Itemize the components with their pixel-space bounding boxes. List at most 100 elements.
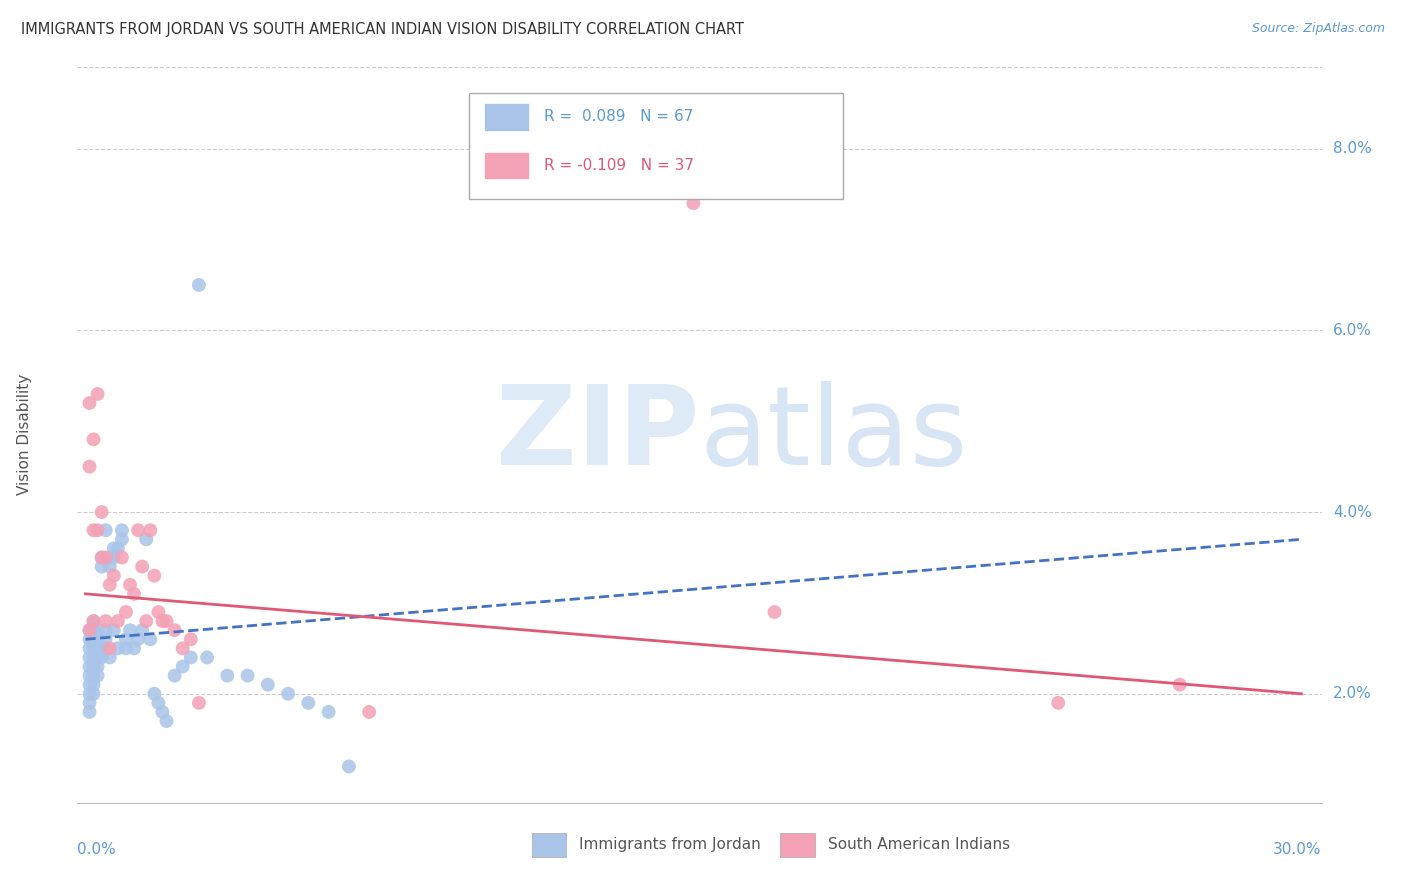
Point — [79, 678, 101, 692]
Point — [277, 687, 299, 701]
Point — [83, 623, 105, 637]
Point — [83, 668, 105, 682]
Point — [94, 623, 117, 637]
Point — [83, 614, 105, 628]
Text: Vision Disability: Vision Disability — [17, 375, 32, 495]
Text: ZIP: ZIP — [496, 382, 700, 488]
Point — [103, 550, 125, 565]
Point — [79, 641, 101, 656]
Point — [122, 641, 145, 656]
Text: 30.0%: 30.0% — [1274, 842, 1322, 856]
Point — [111, 550, 134, 565]
Point — [86, 641, 108, 656]
Point — [98, 550, 121, 565]
Point — [103, 568, 125, 582]
Point — [256, 678, 278, 692]
Point — [103, 623, 125, 637]
Point — [107, 541, 129, 556]
Point — [83, 632, 105, 647]
Point — [163, 668, 186, 682]
Point — [86, 668, 108, 682]
Point — [187, 277, 209, 292]
Point — [86, 632, 108, 647]
Point — [79, 659, 101, 673]
Point — [79, 696, 101, 710]
Text: atlas: atlas — [700, 382, 967, 488]
Point — [127, 632, 149, 647]
Point — [86, 523, 108, 537]
Point — [318, 705, 340, 719]
Point — [135, 533, 157, 547]
Point — [79, 668, 101, 682]
Point — [297, 696, 319, 710]
Point — [115, 605, 138, 619]
Point — [90, 641, 112, 656]
Point — [122, 587, 145, 601]
FancyBboxPatch shape — [780, 833, 815, 856]
Text: 4.0%: 4.0% — [1333, 505, 1371, 519]
Point — [90, 559, 112, 574]
Point — [94, 632, 117, 647]
Point — [107, 614, 129, 628]
Point — [94, 614, 117, 628]
Point — [111, 533, 134, 547]
Point — [127, 523, 149, 537]
Point — [103, 541, 125, 556]
Point — [236, 668, 259, 682]
Point — [94, 523, 117, 537]
Point — [79, 705, 101, 719]
Point — [118, 578, 141, 592]
Point — [83, 433, 105, 447]
Point — [359, 705, 381, 719]
Text: 8.0%: 8.0% — [1333, 141, 1371, 156]
Point — [217, 668, 239, 682]
Point — [98, 559, 121, 574]
Point — [131, 559, 153, 574]
Point — [86, 387, 108, 401]
FancyBboxPatch shape — [484, 152, 529, 179]
Point — [79, 687, 101, 701]
Point — [682, 196, 704, 211]
Point — [172, 641, 194, 656]
Point — [83, 659, 105, 673]
Point — [143, 687, 166, 701]
Point — [195, 650, 218, 665]
Text: Source: ZipAtlas.com: Source: ZipAtlas.com — [1251, 22, 1385, 36]
Text: 0.0%: 0.0% — [77, 842, 117, 856]
Point — [79, 650, 101, 665]
Point — [79, 623, 101, 637]
Point — [1168, 678, 1191, 692]
Point — [83, 678, 105, 692]
Point — [83, 687, 105, 701]
Text: Immigrants from Jordan: Immigrants from Jordan — [579, 838, 761, 852]
Point — [139, 523, 162, 537]
Text: R =  0.089   N = 67: R = 0.089 N = 67 — [544, 110, 693, 125]
Point — [148, 696, 170, 710]
FancyBboxPatch shape — [531, 833, 567, 856]
Point — [155, 714, 177, 728]
Point — [90, 550, 112, 565]
Point — [155, 614, 177, 628]
Point — [172, 659, 194, 673]
Point — [163, 623, 186, 637]
Point — [135, 614, 157, 628]
Text: 2.0%: 2.0% — [1333, 686, 1371, 701]
Point — [187, 696, 209, 710]
Text: South American Indians: South American Indians — [828, 838, 1010, 852]
Point — [337, 759, 360, 773]
Point — [763, 605, 786, 619]
Point — [98, 578, 121, 592]
Point — [131, 623, 153, 637]
Point — [143, 568, 166, 582]
Point — [115, 632, 138, 647]
Point — [79, 623, 101, 637]
Point — [79, 396, 101, 410]
Point — [152, 705, 174, 719]
Point — [98, 641, 121, 656]
FancyBboxPatch shape — [484, 103, 529, 131]
Point — [139, 632, 162, 647]
Text: 6.0%: 6.0% — [1333, 323, 1372, 338]
Point — [98, 650, 121, 665]
Point — [83, 650, 105, 665]
Point — [79, 632, 101, 647]
